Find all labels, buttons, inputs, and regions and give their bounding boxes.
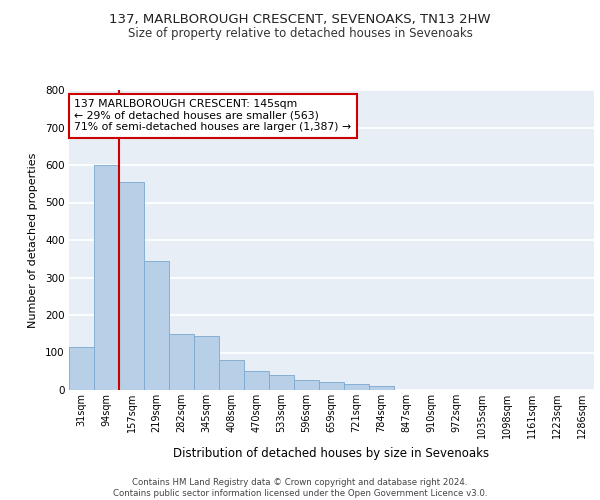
X-axis label: Distribution of detached houses by size in Sevenoaks: Distribution of detached houses by size … <box>173 446 490 460</box>
Text: Size of property relative to detached houses in Sevenoaks: Size of property relative to detached ho… <box>128 28 472 40</box>
Bar <box>344 384 369 390</box>
Text: 137 MARLBOROUGH CRESCENT: 145sqm
← 29% of detached houses are smaller (563)
71% : 137 MARLBOROUGH CRESCENT: 145sqm ← 29% o… <box>74 99 352 132</box>
Bar <box>319 382 344 390</box>
Bar <box>269 375 294 390</box>
Bar <box>169 334 194 390</box>
Text: Contains HM Land Registry data © Crown copyright and database right 2024.
Contai: Contains HM Land Registry data © Crown c… <box>113 478 487 498</box>
Bar <box>294 380 319 390</box>
Bar <box>119 182 144 390</box>
Bar <box>244 371 269 390</box>
Bar <box>69 347 94 390</box>
Bar <box>194 336 219 390</box>
Bar <box>144 260 169 390</box>
Bar <box>219 360 244 390</box>
Text: 137, MARLBOROUGH CRESCENT, SEVENOAKS, TN13 2HW: 137, MARLBOROUGH CRESCENT, SEVENOAKS, TN… <box>109 12 491 26</box>
Y-axis label: Number of detached properties: Number of detached properties <box>28 152 38 328</box>
Bar <box>94 165 119 390</box>
Bar <box>369 386 394 390</box>
